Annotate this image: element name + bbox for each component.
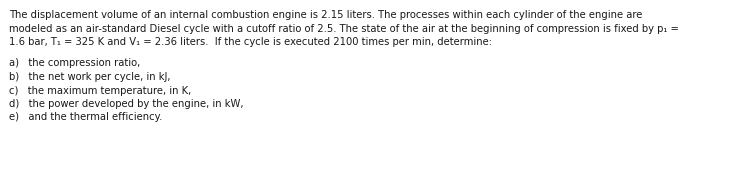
Text: b)   the net work per cycle, in kJ,: b) the net work per cycle, in kJ, (9, 72, 171, 82)
Text: c)   the maximum temperature, in K,: c) the maximum temperature, in K, (9, 86, 191, 95)
Text: modeled as an air-standard Diesel cycle with a cutoff ratio of 2.5. The state of: modeled as an air-standard Diesel cycle … (9, 24, 679, 33)
Text: d)   the power developed by the engine, in kW,: d) the power developed by the engine, in… (9, 99, 243, 109)
Text: a)   the compression ratio,: a) the compression ratio, (9, 59, 140, 68)
Text: 1.6 bar, T₁ = 325 K and V₁ = 2.36 liters.  If the cycle is executed 2100 times p: 1.6 bar, T₁ = 325 K and V₁ = 2.36 liters… (9, 37, 492, 47)
Text: The displacement volume of an internal combustion engine is 2.15 liters. The pro: The displacement volume of an internal c… (9, 10, 643, 20)
Text: e)   and the thermal efficiency.: e) and the thermal efficiency. (9, 112, 163, 123)
